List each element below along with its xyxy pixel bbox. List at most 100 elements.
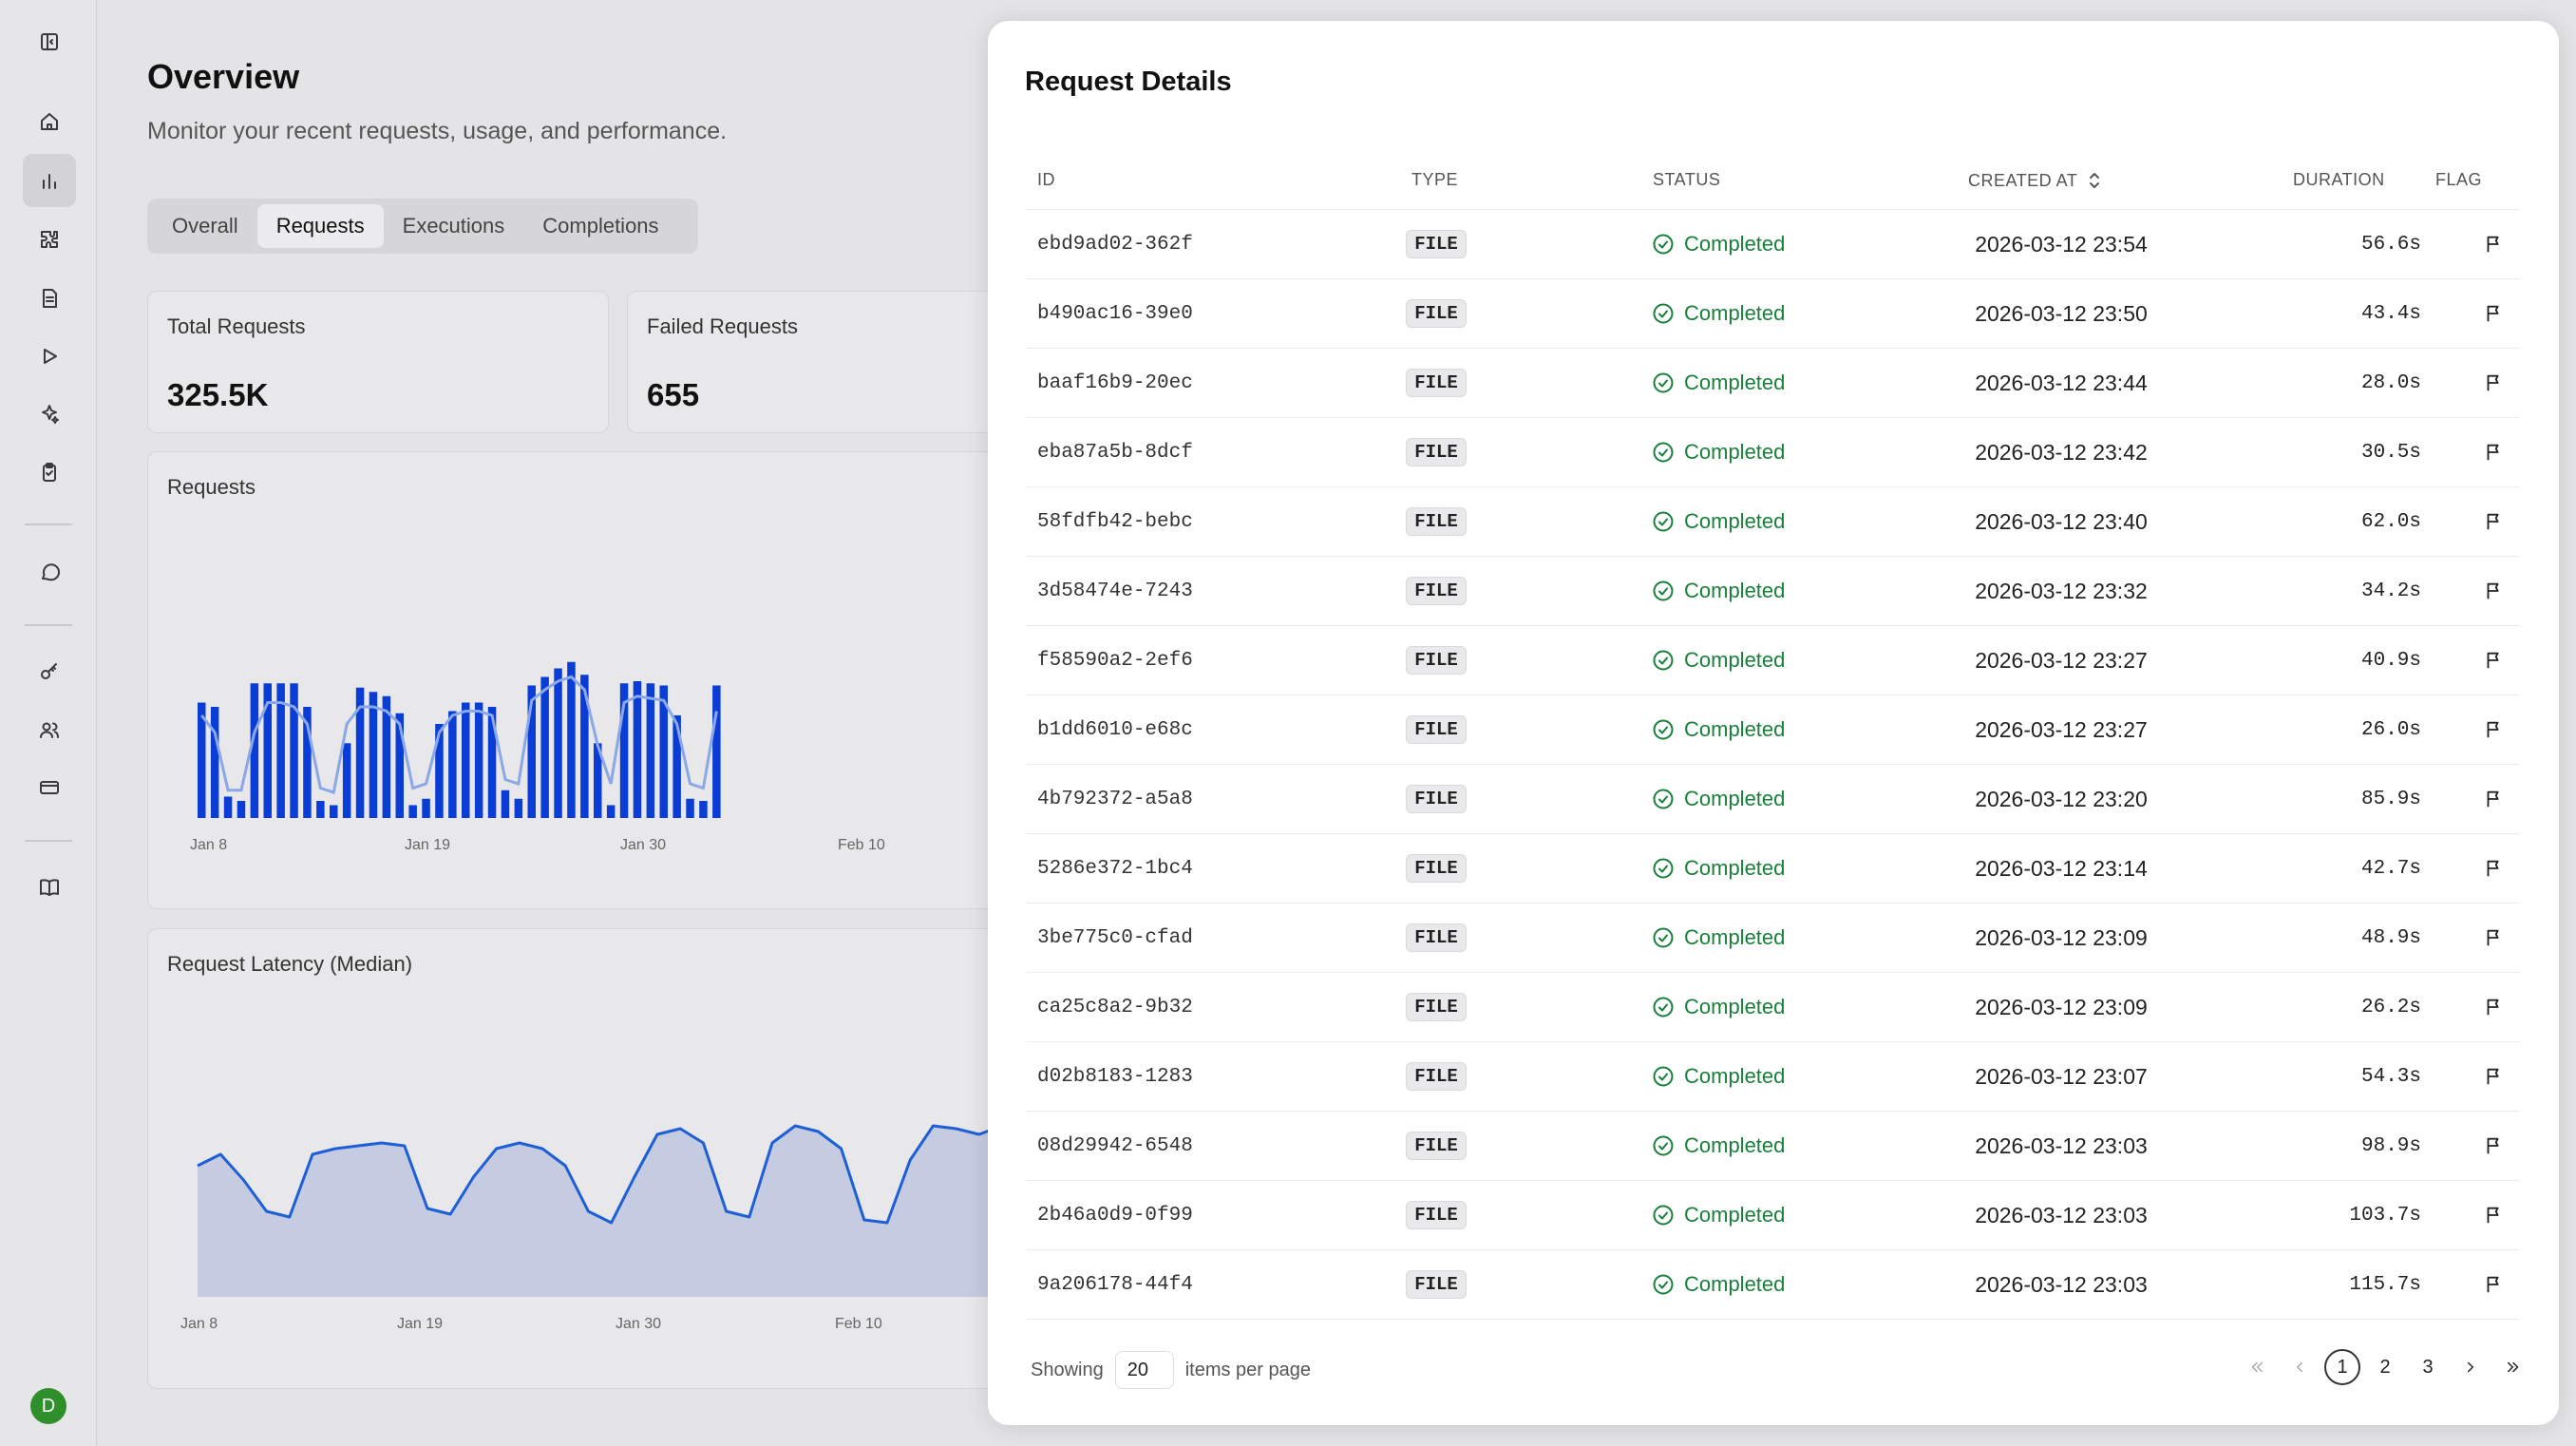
table-row[interactable]: eba87a5b-8dcf FILE Completed 2026-03-12 23:… xyxy=(1025,418,2520,487)
check-circle-icon xyxy=(1653,719,1674,740)
column-header-created-at[interactable]: CREATED AT xyxy=(1968,170,2102,191)
created-at: 2026-03-12 23:07 xyxy=(1975,1063,2148,1089)
tab-executions[interactable]: Executions xyxy=(402,214,505,238)
home-icon[interactable] xyxy=(23,95,76,148)
flag-button[interactable] xyxy=(2482,487,2505,556)
status-label: Completed xyxy=(1684,1064,1786,1088)
next-page-button[interactable] xyxy=(2453,1349,2489,1385)
flag-button[interactable] xyxy=(2482,418,2505,486)
previous-page-button[interactable] xyxy=(2282,1349,2318,1385)
flag-button[interactable] xyxy=(2482,210,2505,278)
column-header-status[interactable]: STATUS xyxy=(1653,170,1721,189)
flag-icon xyxy=(2487,582,2499,599)
flag-icon xyxy=(2487,790,2499,808)
sidebar-toggle-icon[interactable] xyxy=(23,15,76,68)
x-tick: Jan 19 xyxy=(397,1316,444,1332)
play-icon[interactable] xyxy=(23,330,76,383)
created-at: 2026-03-12 23:09 xyxy=(1975,924,2148,950)
table-row[interactable]: b1dd6010-e68c FILE Completed 2026-03-12 23:… xyxy=(1025,695,2520,765)
flag-button[interactable] xyxy=(2482,695,2505,764)
page-button-3[interactable]: 3 xyxy=(2422,1356,2434,1378)
pagination-footer: Showing 20 items per page xyxy=(1031,1351,1311,1389)
table-row[interactable]: ca25c8a2-9b32 FILE Completed 2026-03-12 23:… xyxy=(1025,973,2520,1042)
type-cell: FILE xyxy=(1403,210,1469,278)
flag-button[interactable] xyxy=(2482,1112,2505,1180)
type-cell: FILE xyxy=(1403,1250,1469,1319)
chart-title: Requests xyxy=(167,475,256,499)
check-circle-icon xyxy=(1653,1066,1674,1087)
type-badge: FILE xyxy=(1406,1132,1467,1160)
bar xyxy=(210,707,219,818)
column-header-id[interactable]: ID xyxy=(1037,170,1055,189)
bar xyxy=(408,805,417,818)
flag-button[interactable] xyxy=(2482,1181,2505,1249)
flag-button[interactable] xyxy=(2482,973,2505,1041)
avatar[interactable]: D xyxy=(30,1388,66,1424)
table-row[interactable]: 3be775c0-cfad FILE Completed 2026-03-12 23:… xyxy=(1025,904,2520,973)
bar xyxy=(342,743,351,818)
bar xyxy=(316,801,325,818)
last-page-button[interactable] xyxy=(2495,1349,2531,1385)
bar xyxy=(303,707,312,818)
column-header-duration[interactable]: DURATION xyxy=(2293,170,2385,189)
table-row[interactable]: ebd9ad02-362f FILE Completed 2026-03-12 23:… xyxy=(1025,210,2520,279)
page-button-2[interactable]: 2 xyxy=(2379,1356,2391,1378)
key-icon[interactable] xyxy=(23,645,76,698)
table-row[interactable]: 4b792372-a5a8 FILE Completed 2026-03-12 23:… xyxy=(1025,765,2520,834)
table-row[interactable]: 58fdfb42-bebc FILE Completed 2026-03-12 23:… xyxy=(1025,487,2520,557)
puzzle-icon[interactable] xyxy=(23,213,76,266)
book-icon[interactable] xyxy=(23,861,76,914)
chat-icon[interactable] xyxy=(23,545,76,599)
billing-icon[interactable] xyxy=(23,761,76,814)
type-badge: FILE xyxy=(1406,854,1467,883)
clipboard-icon[interactable] xyxy=(23,446,76,499)
table-row[interactable]: 9a206178-44f4 FILE Completed 2026-03-12 23:… xyxy=(1025,1250,2520,1320)
table-row[interactable]: d02b8183-1283 FILE Completed 2026-03-12 23:… xyxy=(1025,1042,2520,1112)
table-row[interactable]: f58590a2-2ef6 FILE Completed 2026-03-12 23:… xyxy=(1025,626,2520,695)
tab-completions[interactable]: Completions xyxy=(542,214,659,238)
status-cell: Completed xyxy=(1652,904,1785,972)
bar xyxy=(223,796,233,818)
status-label: Completed xyxy=(1684,717,1786,741)
flag-button[interactable] xyxy=(2482,1250,2505,1319)
bar xyxy=(686,798,694,818)
status-label: Completed xyxy=(1684,371,1786,394)
users-icon[interactable] xyxy=(23,703,76,756)
flag-button[interactable] xyxy=(2482,279,2505,348)
tab-requests[interactable]: Requests xyxy=(256,204,384,248)
table-row[interactable]: 3d58474e-7243 FILE Completed 2026-03-12 23:… xyxy=(1025,557,2520,626)
flag-button[interactable] xyxy=(2482,626,2505,694)
created-at: 2026-03-12 23:44 xyxy=(1975,370,2148,395)
flag-button[interactable] xyxy=(2482,557,2505,625)
tab-overall[interactable]: Overall xyxy=(172,214,238,238)
flag-icon xyxy=(2487,1137,2499,1154)
flag-button[interactable] xyxy=(2482,765,2505,833)
document-icon[interactable] xyxy=(23,272,76,325)
table-row[interactable]: b490ac16-39e0 FILE Completed 2026-03-12 23:… xyxy=(1025,279,2520,349)
flag-button[interactable] xyxy=(2482,349,2505,417)
type-cell: FILE xyxy=(1403,765,1469,833)
duration: 43.4s xyxy=(2360,302,2421,325)
table-row[interactable]: baaf16b9-20ec FILE Completed 2026-03-12 23:… xyxy=(1025,349,2520,418)
items-per-page-input[interactable]: 20 xyxy=(1114,1351,1174,1389)
first-page-button[interactable] xyxy=(2239,1349,2275,1385)
table-row[interactable]: 08d29942-6548 FILE Completed 2026-03-12 23:… xyxy=(1025,1112,2520,1181)
chart-icon[interactable] xyxy=(23,154,76,207)
table-row[interactable]: 2b46a0d9-0f99 FILE Completed 2026-03-12 23:… xyxy=(1025,1181,2520,1250)
sort-icon[interactable] xyxy=(2087,170,2102,191)
bar xyxy=(527,685,536,818)
type-cell: FILE xyxy=(1403,1181,1469,1249)
created-at: 2026-03-12 23:40 xyxy=(1975,508,2148,534)
flag-button[interactable] xyxy=(2482,834,2505,903)
flag-icon xyxy=(2487,652,2499,669)
sparkles-icon[interactable] xyxy=(23,388,76,441)
table-row[interactable]: 5286e372-1bc4 FILE Completed 2026-03-12 23:… xyxy=(1025,834,2520,904)
flag-button[interactable] xyxy=(2482,904,2505,972)
bar xyxy=(514,798,523,818)
created-at: 2026-03-12 23:03 xyxy=(1975,1132,2148,1158)
flag-button[interactable] xyxy=(2482,1042,2505,1111)
page-button-1[interactable]: 1 xyxy=(2324,1349,2360,1385)
check-circle-icon xyxy=(1653,1135,1674,1156)
column-header-type[interactable]: TYPE xyxy=(1411,170,1459,189)
chart-title: Request Latency (Median) xyxy=(167,952,413,976)
